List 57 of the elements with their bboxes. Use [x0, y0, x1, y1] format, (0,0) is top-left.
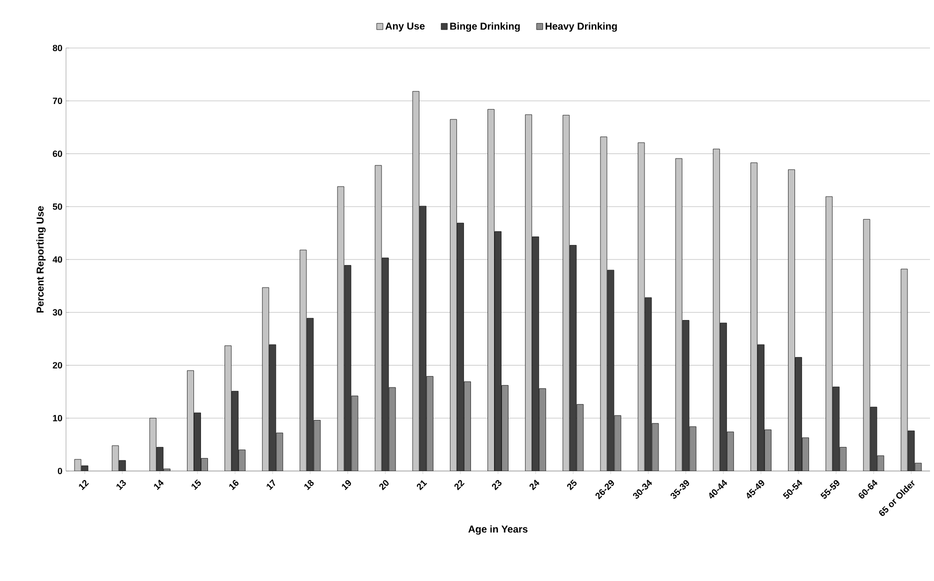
legend-label: Any Use [385, 22, 425, 32]
bar [412, 91, 420, 471]
bar [720, 322, 727, 471]
bar [187, 370, 194, 471]
x-tick-label: 25 [567, 479, 577, 490]
y-tick-label: 60 [52, 150, 62, 157]
bar [450, 119, 457, 471]
bar [419, 206, 426, 471]
bar [269, 344, 276, 471]
y-tick-label: 50 [52, 203, 62, 210]
x-tick-label: 17 [266, 479, 276, 490]
y-tick-label: 10 [53, 414, 62, 422]
bar [232, 390, 238, 471]
y-tick-label: 80 [52, 44, 62, 52]
bar [525, 114, 532, 471]
bar [488, 109, 494, 471]
y-tick-label: 0 [58, 468, 62, 474]
bar [788, 169, 795, 471]
bar [863, 219, 870, 471]
legend-label: Binge Drinking [450, 22, 520, 32]
bar [870, 406, 878, 471]
bar [682, 320, 690, 471]
x-tick-label: 16 [229, 480, 239, 490]
bar [494, 231, 502, 471]
x-axis-title: Age in Years [468, 525, 528, 535]
bar [826, 196, 833, 471]
bar [224, 345, 232, 471]
y-tick-label: 70 [52, 98, 62, 104]
bar [795, 357, 802, 471]
x-tick-label: 18 [304, 480, 314, 490]
bar [562, 114, 570, 471]
x-tick-label: 24 [530, 480, 540, 490]
bar [750, 162, 758, 471]
bar [532, 236, 540, 471]
bar [262, 287, 270, 471]
bar [456, 222, 464, 471]
bar [832, 386, 840, 471]
x-tick-label: 15 [192, 479, 201, 490]
x-tick-label: 13 [116, 480, 126, 490]
x-tick-label: 20 [379, 480, 389, 490]
x-tick-label: 19 [342, 480, 352, 490]
y-tick-label: 30 [52, 309, 62, 316]
x-tick-label: 12 [78, 480, 89, 490]
y-tick-label: 40 [52, 256, 62, 263]
x-tick-label: 23 [492, 480, 502, 490]
bar [712, 148, 720, 471]
bar [149, 418, 156, 471]
bar [570, 245, 577, 471]
bar [675, 158, 682, 471]
y-axis-title: Percent Reporting Use [36, 206, 46, 313]
x-tick-label: 14 [154, 480, 164, 490]
y-tick-label: 20 [52, 362, 62, 368]
x-tick-label: 21 [416, 480, 428, 490]
x-tick-label: 22 [454, 480, 465, 490]
legend-label: Heavy Drinking [546, 22, 617, 32]
bar [194, 412, 201, 471]
bar [758, 344, 764, 471]
